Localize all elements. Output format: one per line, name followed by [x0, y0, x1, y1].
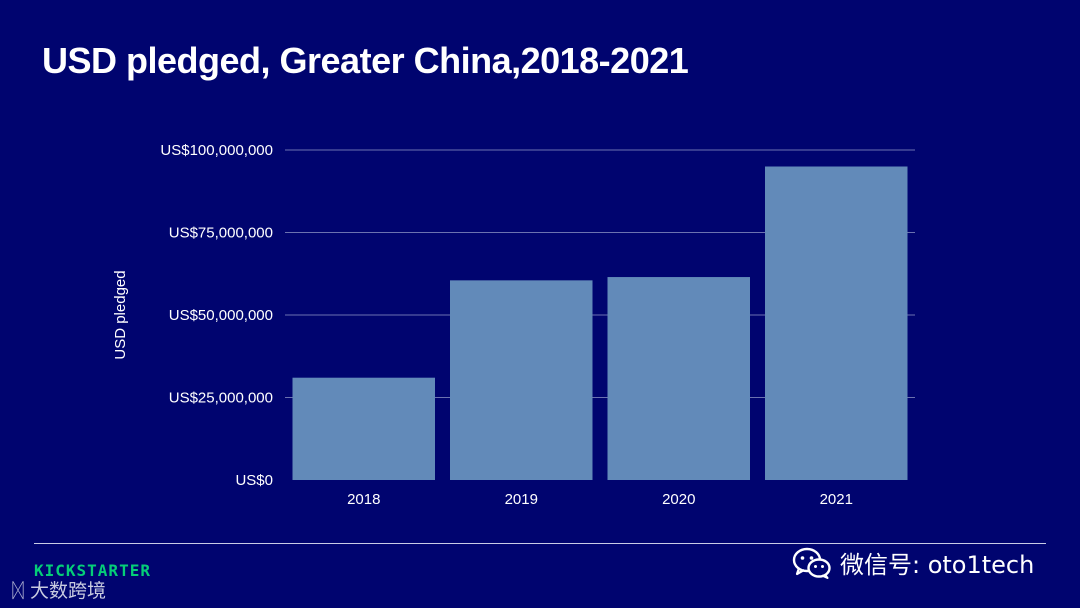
y-tick-label: US$50,000,000 — [169, 307, 273, 324]
wechat-id-text: 微信号: oto1tech — [840, 551, 1035, 579]
kickstarter-logo: KICKSTARTER — [34, 561, 151, 580]
x-tick-label: 2020 — [662, 491, 695, 508]
x-axis-tick-labels: 2018 2019 2020 2021 — [347, 491, 853, 508]
x-tick-label: 2018 — [347, 491, 380, 508]
y-axis-tick-labels: US$0 US$25,000,000 US$50,000,000 US$75,000,… — [160, 142, 273, 489]
bars — [292, 166, 908, 480]
dashu-logo-icon: ᛞ — [12, 577, 24, 602]
bar-2020 — [607, 277, 750, 480]
bar-2018 — [292, 377, 435, 480]
wechat-account: 微信号: oto1tech — [792, 545, 1034, 580]
bar-2019 — [450, 280, 593, 480]
x-tick-label: 2019 — [505, 491, 538, 508]
bar-2021 — [765, 166, 908, 480]
watermark-brand: ᛞ 大数跨境 — [12, 576, 106, 603]
x-tick-label: 2021 — [820, 491, 853, 508]
y-tick-label: US$25,000,000 — [169, 390, 273, 407]
wechat-icon — [792, 547, 831, 579]
footer-divider — [34, 543, 1046, 544]
y-tick-label: US$0 — [235, 472, 273, 489]
y-tick-label: US$100,000,000 — [160, 142, 273, 159]
chart-title: USD pledged, Greater China,2018-2021 — [42, 40, 689, 81]
watermark-text: 大数跨境 — [30, 580, 107, 602]
y-axis-label: USD pledged — [112, 270, 129, 359]
y-tick-label: US$75,000,000 — [169, 225, 273, 242]
